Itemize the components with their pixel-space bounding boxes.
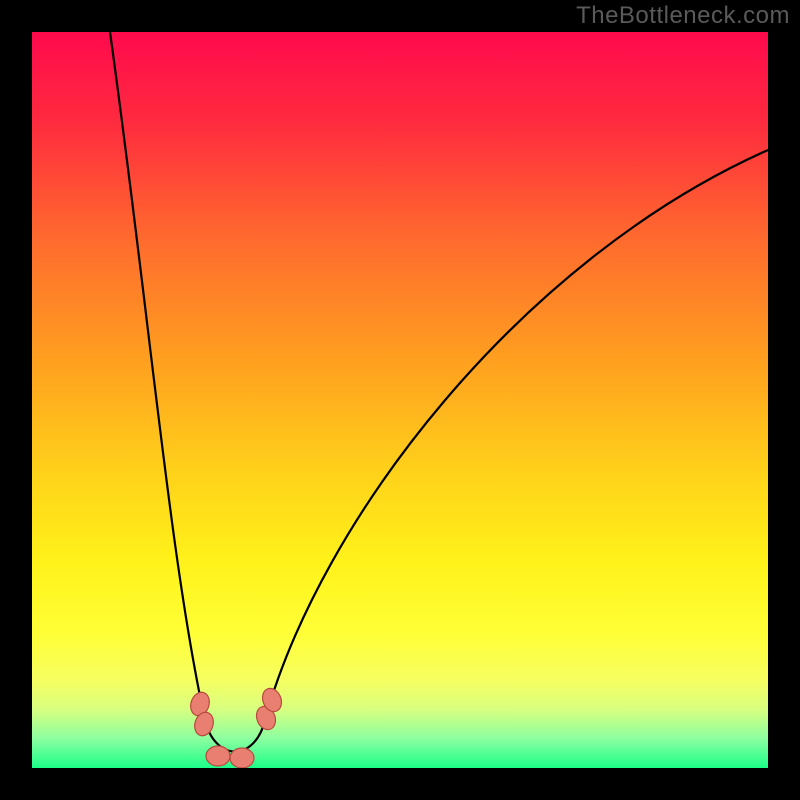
chart-svg [0, 0, 800, 800]
bead [206, 746, 230, 766]
watermark-text: TheBottleneck.com [576, 2, 790, 30]
bead [230, 748, 254, 768]
gradient-background [32, 32, 768, 768]
chart-frame: TheBottleneck.com [0, 0, 800, 800]
